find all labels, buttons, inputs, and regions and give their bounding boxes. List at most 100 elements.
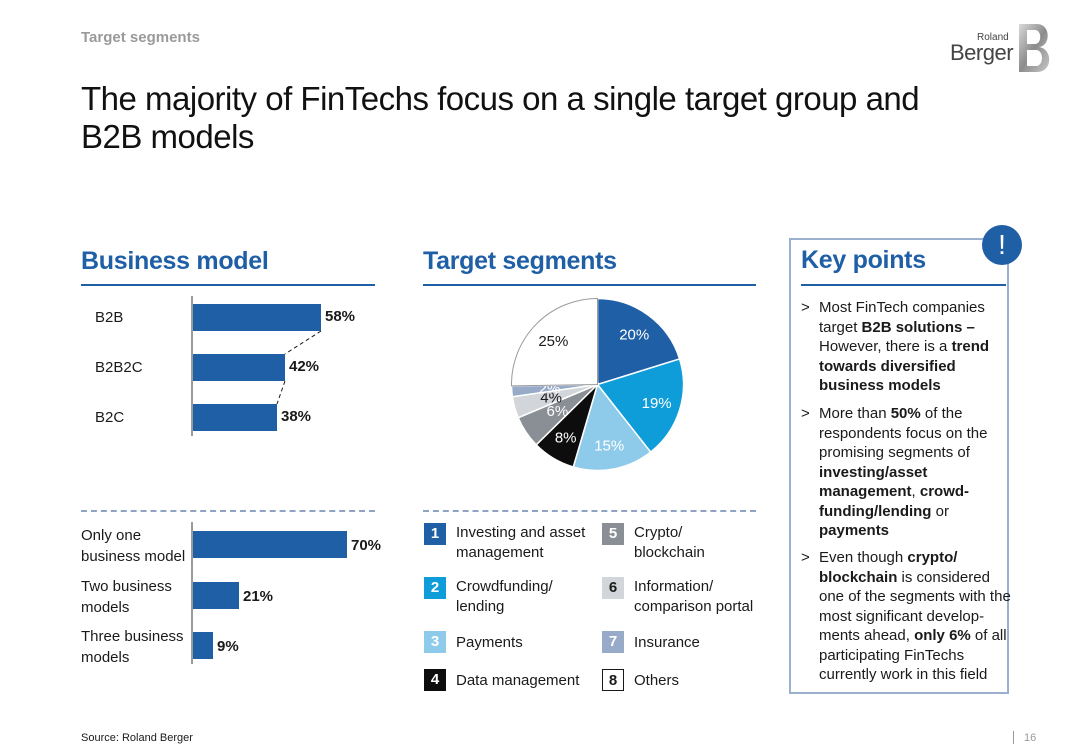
legend-label-line: Crowdfunding/	[456, 578, 553, 595]
bar	[193, 582, 239, 609]
key-point-text: More than 50% of the respondents focus o…	[819, 404, 1011, 541]
key-point-emphasis: crypto/ blockchain	[819, 549, 958, 586]
bar-label: B2B2C	[95, 359, 143, 376]
pie-slice-label: 8%	[555, 430, 577, 447]
legend-label-line: blockchain	[634, 544, 705, 561]
bar-label-line: Three business	[81, 628, 184, 645]
legend-label: Crowdfunding/lending	[456, 577, 606, 617]
logo-text-large: Berger	[950, 40, 1014, 65]
breadcrumb: Target segments	[81, 29, 200, 46]
page-separator	[1013, 731, 1014, 744]
key-point-run: is considered one of the segments with t…	[819, 568, 1011, 645]
bar	[193, 354, 285, 381]
bar-label-line: Two business	[81, 578, 172, 595]
pie-slice	[511, 297, 598, 387]
legend-label: Data management	[456, 671, 606, 691]
legend-number-badge: 4	[424, 669, 446, 691]
pie-slice-label: 15%	[594, 437, 624, 454]
pie-slice	[572, 382, 652, 472]
legend-label: Information/comparison portal	[634, 577, 784, 617]
target-segments-heading: Target segments	[423, 247, 617, 275]
legend-label: Insurance	[634, 633, 784, 653]
legend-label-line: Information/	[634, 578, 714, 595]
bullet-marker: >	[801, 299, 810, 316]
key-point-emphasis: trend towards diversified business model…	[819, 338, 990, 394]
legend-label: Payments	[456, 633, 606, 653]
bullet-marker: >	[801, 549, 810, 566]
legend-number-badge: 2	[424, 577, 446, 599]
legend-label: Others	[634, 671, 784, 691]
bar-value-label: 42%	[289, 358, 320, 375]
bar-label-line: business model	[81, 548, 186, 565]
legend-label-line: Crypto/	[634, 524, 683, 541]
connector-line	[276, 380, 286, 405]
legend-label: Crypto/blockchain	[634, 523, 784, 563]
pie-slice-label: 19%	[642, 395, 672, 412]
legend-number-badge: 5	[602, 523, 624, 545]
bar-label: Two business models	[81, 576, 191, 618]
bar	[193, 632, 213, 659]
legend-label: Investing and asset management	[456, 523, 606, 563]
bar-label-line: Only one	[81, 527, 142, 544]
chart2-axis	[191, 522, 193, 664]
bar-value-label: 21%	[243, 588, 274, 605]
pie-slice-label: 20%	[619, 327, 649, 344]
source-note: Source: Roland Berger	[81, 732, 193, 744]
legend-label-line: Data management	[456, 672, 580, 689]
pie-slice-label: 6%	[547, 403, 569, 420]
key-point-emphasis: 50%	[890, 405, 921, 422]
key-point-run: of all participating FinTechs currently …	[819, 627, 1007, 683]
legend-label-line: lending	[456, 598, 505, 615]
page-number: 16	[1024, 732, 1037, 744]
legend-label-line: Insurance	[634, 634, 700, 651]
key-points-rule	[801, 284, 1006, 286]
business-model-heading: Business model	[81, 247, 269, 275]
key-point-text: Even though crypto/ blockchain is consid…	[819, 548, 1011, 685]
bar-value-label: 9%	[217, 638, 239, 655]
key-point-text: Most FinTech companies target B2B soluti…	[819, 298, 1011, 396]
key-point-run: Most FinTech companies target	[819, 299, 985, 336]
bar	[193, 531, 347, 558]
key-point-run: ,	[911, 483, 920, 500]
target-segments-divider	[423, 510, 756, 512]
legend-number-badge: 1	[424, 523, 446, 545]
bar-label: Only one business model	[81, 525, 191, 567]
legend-label-line: Payments	[456, 634, 523, 651]
pie-slice-label: 25%	[538, 333, 568, 350]
bullet-marker: >	[801, 405, 810, 422]
key-points-box	[789, 238, 1009, 694]
pie-slice	[596, 297, 681, 386]
logo-b-mark-icon	[1019, 24, 1050, 72]
logo-text-small: Roland	[977, 32, 1009, 43]
bar-label-line: models	[81, 649, 130, 666]
key-point-run: or	[931, 502, 949, 520]
legend-label-line: Investing and asset	[456, 524, 586, 541]
pie-slice	[596, 358, 685, 454]
chart1-connectors	[276, 330, 322, 405]
bar-label: Three business models	[81, 626, 191, 668]
key-point-emphasis: payments	[819, 522, 890, 539]
business-model-divider	[81, 510, 375, 512]
legend-label-line: comparison portal	[634, 598, 754, 615]
pie-slice-label: 4%	[540, 389, 562, 406]
connector-line	[284, 330, 322, 355]
key-point-emphasis: B2B solutions –	[861, 318, 975, 336]
key-point-run: However, there is a	[819, 338, 952, 355]
legend-number-badge: 7	[602, 631, 624, 653]
bar-label: B2B	[95, 309, 124, 326]
bar-label-line: models	[81, 599, 130, 616]
bar-value-label: 38%	[281, 408, 312, 425]
key-point-emphasis: crowd-funding/lending	[819, 483, 970, 520]
exclamation-icon: !	[982, 225, 1022, 265]
bar-value-label: 58%	[325, 308, 356, 325]
key-point-run: More than	[819, 405, 891, 422]
bar-value-label: 70%	[351, 537, 382, 554]
business-model-rule	[81, 284, 375, 286]
target-segments-rule	[423, 284, 756, 286]
bar	[193, 304, 321, 331]
legend-number-badge: 6	[602, 577, 624, 599]
bar	[193, 404, 277, 431]
key-point-emphasis: only 6%	[914, 627, 971, 644]
page-title: The majority of FinTechs focus on a sing…	[81, 80, 920, 155]
key-point-run: of the respondents focus on the promisin…	[819, 405, 988, 461]
